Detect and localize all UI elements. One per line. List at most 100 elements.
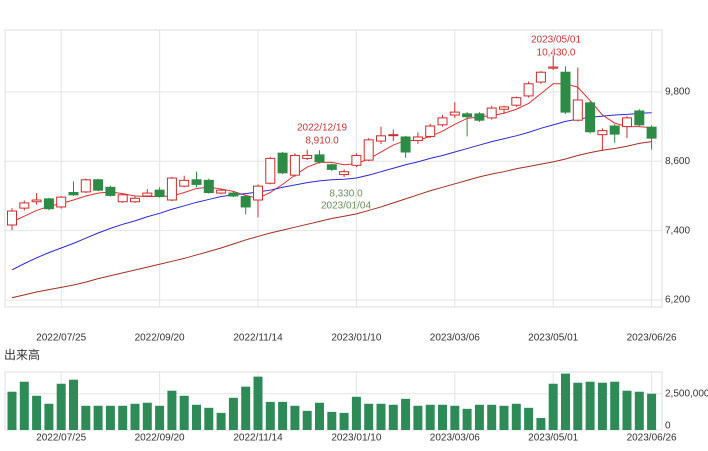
volume-bar: [388, 404, 398, 430]
volume-bar: [536, 417, 546, 430]
volume-bar: [130, 403, 140, 430]
volume-bar: [315, 402, 324, 430]
volume-bar: [278, 401, 288, 430]
volume-bar: [450, 405, 460, 430]
volume-bar: [241, 386, 251, 430]
candle-body: [240, 196, 251, 208]
x-tick-label: 2022/09/20: [135, 433, 185, 444]
volume-bar: [155, 405, 165, 430]
candle-body: [68, 191, 79, 196]
volume-bar: [32, 395, 42, 430]
candle-body: [31, 199, 42, 203]
y-tick-label: 2,500,000: [665, 388, 708, 399]
x-tick-label: 2023/06/26: [627, 333, 677, 344]
volume-bar: [524, 407, 534, 430]
x-tick-label: 2022/11/14: [233, 333, 283, 344]
volume-bar: [548, 383, 558, 430]
volume-bar: [142, 402, 152, 430]
candle-body: [277, 152, 288, 174]
x-tick-label: 2023/01/10: [331, 333, 381, 344]
candle-body: [302, 154, 313, 159]
candle-body: [412, 136, 423, 141]
candle-body: [93, 179, 104, 191]
candle-body: [499, 106, 509, 110]
y-tick-label: 9,800: [665, 87, 690, 98]
x-tick-label: 2023/03/06: [430, 333, 480, 344]
volume-bar: [167, 390, 177, 430]
volume-bar: [216, 412, 226, 430]
candle-body: [523, 83, 534, 97]
volume-bar: [253, 376, 263, 430]
candle-body: [363, 139, 374, 161]
volume-bar: [179, 395, 189, 430]
candle-body: [43, 198, 54, 210]
moving-average: [11, 83, 652, 223]
annotation: 2023/05/01: [531, 35, 581, 46]
x-tick-label: 2023/05/01: [528, 333, 578, 344]
x-tick-label: 2022/07/25: [36, 333, 86, 344]
moving-average: [11, 141, 652, 299]
volume-bar: [622, 390, 632, 430]
volume-bar: [81, 405, 91, 430]
x-tick-label: 2023/06/26: [627, 433, 677, 444]
x-tick-label: 2023/03/06: [430, 433, 480, 444]
candle-body: [388, 134, 399, 137]
candle-body: [425, 125, 436, 137]
candle-body: [560, 71, 571, 113]
volume-bar: [487, 404, 497, 430]
volume-bar: [69, 379, 78, 430]
annotation: 2022/12/19: [297, 123, 347, 134]
candle-body: [142, 192, 153, 197]
annotation: 8,910.0: [305, 136, 339, 147]
volume-bar: [561, 373, 570, 430]
candle-body: [7, 210, 17, 226]
volume-bar: [118, 405, 128, 430]
candle-body: [216, 189, 227, 194]
volume-bar: [290, 405, 300, 430]
candle-body: [179, 179, 190, 187]
volume-bar: [351, 396, 361, 430]
volume-bar: [634, 391, 644, 430]
candle-body: [351, 154, 362, 166]
volume-bar: [228, 397, 238, 430]
y-tick-label: 0: [665, 421, 671, 432]
candle-body: [548, 66, 559, 69]
annotation: 2023/01/04: [321, 201, 371, 212]
volume-bar: [401, 398, 411, 430]
volume-bar: [462, 408, 472, 430]
volume-bar: [425, 404, 435, 430]
candle-body: [339, 171, 350, 176]
candle-body: [449, 111, 460, 116]
volume-bar: [19, 381, 29, 430]
candle-body: [166, 177, 177, 201]
candle-body: [154, 189, 165, 198]
candle-body: [622, 117, 632, 128]
candle-body: [634, 110, 645, 126]
candle-body: [535, 71, 546, 83]
volume-bar: [610, 381, 620, 430]
volume-bar: [474, 404, 484, 430]
candle-body: [228, 192, 239, 197]
candle-body: [191, 179, 202, 185]
volume-bar: [44, 403, 54, 430]
annotation: 10,430.0: [537, 48, 576, 59]
candle-body: [265, 157, 276, 184]
y-tick-label: 8,600: [665, 156, 690, 167]
plot-frame: [4, 29, 663, 308]
volume-bar: [597, 382, 607, 430]
candle-body: [56, 196, 67, 208]
volume-bar: [585, 381, 595, 430]
candle-body: [376, 135, 386, 142]
candle-body: [486, 107, 497, 119]
x-tick-label: 2022/11/14: [233, 433, 283, 444]
candle-body: [314, 154, 325, 163]
candle-body: [203, 179, 214, 193]
candle-body: [289, 154, 300, 176]
volume-bar: [192, 404, 201, 430]
volume-bar: [327, 411, 337, 430]
annotation: 8,330.0: [329, 189, 363, 200]
x-tick-label: 2022/07/25: [36, 433, 86, 444]
volume-title: 出来高: [4, 347, 40, 362]
volume-bar: [438, 404, 447, 430]
volume-bar: [56, 383, 66, 430]
